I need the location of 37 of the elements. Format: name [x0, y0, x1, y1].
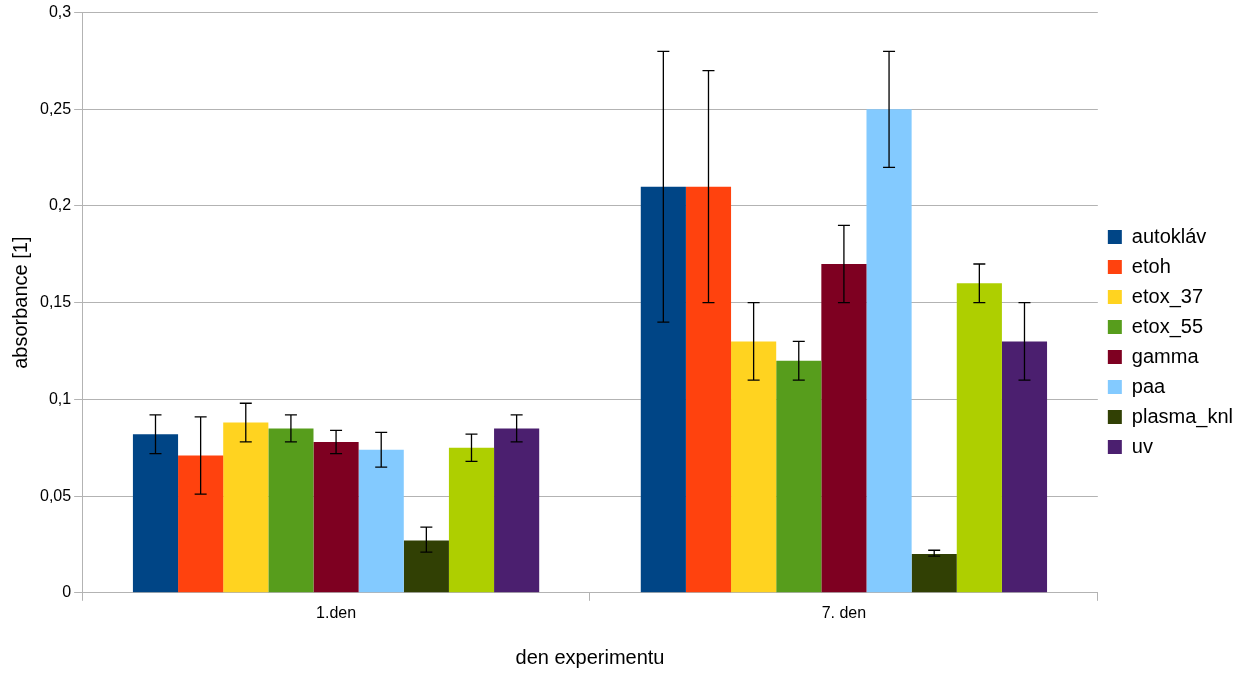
bar	[448, 447, 495, 593]
bar	[1001, 341, 1048, 593]
bar	[866, 109, 912, 593]
bar	[358, 449, 404, 593]
y-tick-label: 0,2	[48, 196, 72, 214]
legend-label: paa	[1131, 374, 1167, 397]
y-tick-label: 0	[62, 583, 72, 601]
bar	[731, 341, 777, 593]
legend-label: plasma_knl	[1131, 404, 1234, 428]
bar	[640, 186, 686, 593]
bar	[313, 441, 359, 593]
x-tick-label: 1.den	[316, 603, 357, 621]
bar	[223, 422, 269, 593]
legend-label: etox_37	[1131, 284, 1204, 308]
bar	[685, 186, 732, 593]
legend-label: etoh	[1131, 254, 1171, 277]
y-tick-label: 0,15	[40, 293, 72, 311]
y-tick-label: 0,25	[40, 99, 72, 117]
y-tick-label: 0,05	[40, 486, 72, 504]
legend-label: gamma	[1131, 344, 1200, 367]
y-tick-label: 0,3	[48, 3, 72, 21]
bar	[403, 540, 449, 593]
bar	[268, 428, 314, 593]
y-tick-label: 0,1	[48, 389, 72, 407]
bar	[956, 283, 1002, 593]
bar	[132, 434, 179, 593]
bar	[776, 360, 822, 593]
x-tick-label: 7. den	[821, 603, 867, 621]
legend-label: autokláv	[1131, 224, 1207, 247]
bar	[494, 428, 540, 593]
legend-label: uv	[1131, 434, 1153, 457]
y-axis-title: absorbance [1]	[8, 236, 31, 369]
bar	[911, 554, 957, 593]
legend-label: etox_55	[1131, 314, 1204, 338]
bar	[821, 264, 867, 593]
bar	[178, 455, 224, 593]
x-axis-title: den experimentu	[515, 645, 665, 668]
